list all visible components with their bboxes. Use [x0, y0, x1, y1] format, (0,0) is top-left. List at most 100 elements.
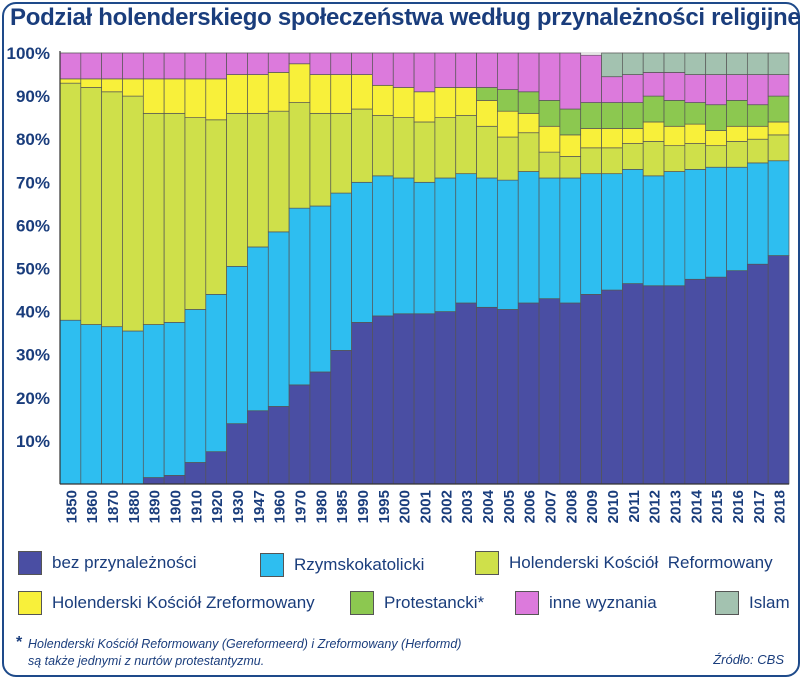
bar-segment — [663, 285, 686, 485]
legend-item-bez-przynaleznosci: bez przynależności — [18, 550, 197, 576]
legend-label: Holenderski Kościół Zreformowany — [52, 593, 315, 612]
legend-item-islam: Islam — [715, 590, 790, 616]
bar-segment — [538, 100, 561, 127]
x-tick-label: 2012 — [647, 490, 664, 523]
bar-segment — [101, 326, 123, 485]
bar-segment — [767, 121, 790, 136]
bar-segment — [642, 141, 665, 177]
bar-segment — [59, 78, 82, 84]
bar-segment — [267, 52, 290, 73]
bar-segment — [538, 177, 561, 300]
legend-item-holenderski-kosciol-zreformowany: Holenderski Kościół Zreformowany — [18, 590, 315, 616]
bar-segment — [705, 130, 727, 147]
bar-segment — [497, 89, 519, 112]
bar-segment — [80, 324, 103, 485]
bar-segment — [622, 128, 644, 144]
bar-segment — [642, 121, 665, 142]
bar-segment — [622, 143, 644, 170]
bar-segment — [267, 406, 290, 485]
bar-segment — [455, 115, 477, 175]
x-tick-label: 2004 — [480, 489, 497, 523]
bar-segment — [684, 74, 707, 103]
bar-segment — [80, 78, 103, 88]
bar-segment — [434, 177, 457, 312]
bar-segment — [205, 451, 227, 485]
bar-segment — [622, 283, 644, 485]
x-tick-label: 1870 — [105, 490, 122, 523]
legend-swatch — [260, 553, 284, 577]
legend-label: Holenderski Kościół Reformowany — [509, 553, 773, 572]
chart-title: Podział holenderskiego społeczeństwa wed… — [10, 4, 800, 31]
bar-segment — [330, 350, 352, 485]
bar-segment — [726, 100, 748, 127]
bar-segment — [726, 141, 748, 168]
bar-segment — [580, 128, 602, 149]
bar-segment — [184, 117, 207, 310]
bar-segment — [247, 410, 269, 485]
bar-segment — [684, 52, 707, 75]
bar-segment — [455, 87, 477, 116]
bar-segment — [59, 319, 82, 485]
x-tick-label: 2015 — [709, 490, 726, 523]
bar-segment — [247, 112, 269, 248]
bar-segment — [122, 95, 144, 332]
bar-segment — [163, 475, 186, 485]
bar-segment — [226, 423, 248, 485]
bar-segment — [392, 87, 415, 119]
bar-segment — [705, 52, 727, 75]
y-tick-label: 90% — [16, 87, 50, 106]
bar-segment — [330, 112, 352, 194]
bar-segment — [517, 52, 540, 93]
x-tick-label: 1850 — [63, 490, 80, 523]
bar-segment — [351, 181, 373, 323]
bar-segment — [476, 87, 498, 101]
x-tick-label: 2001 — [418, 490, 435, 523]
bar-segment — [746, 162, 769, 265]
bar-segment — [476, 306, 498, 485]
bar-segment — [642, 175, 665, 287]
bar-segment — [559, 52, 582, 110]
y-tick-label: 30% — [16, 346, 50, 365]
bar-segment — [663, 52, 686, 73]
bar-segment — [767, 255, 790, 485]
bar-segment — [538, 52, 561, 101]
bar-segment — [142, 324, 165, 478]
bar-segment — [372, 315, 394, 485]
bar-segment — [517, 302, 540, 485]
legend-swatch — [18, 591, 42, 615]
bar-segment — [517, 112, 540, 134]
bar-segment — [351, 52, 373, 75]
bar-segment — [622, 102, 644, 129]
bar-segment — [767, 74, 790, 97]
bar-segment — [101, 52, 123, 80]
bar-segment — [205, 52, 227, 80]
bar-segment — [663, 125, 686, 147]
legend-label: Rzymskokatolicki — [294, 555, 425, 574]
bar-segment — [559, 134, 582, 157]
stacked-bar-chart: 10%20%30%40%50%60%70%80%90%100%1850 1860 1… — [7, 44, 790, 523]
bar-segment — [309, 74, 332, 114]
bar-segment — [559, 108, 582, 136]
bar-segment — [622, 169, 644, 284]
bar-segment — [705, 104, 727, 131]
bar-segment — [455, 173, 477, 304]
bar-segment — [642, 52, 665, 73]
x-tick-label: 2005 — [501, 490, 518, 523]
bar-segment — [142, 52, 165, 80]
bar-segment — [434, 311, 457, 485]
bar-segment — [684, 143, 707, 170]
bar-segment — [705, 166, 727, 278]
bar-segment — [247, 246, 269, 412]
bar-segment — [497, 179, 519, 310]
bar-segment — [434, 87, 457, 119]
x-tick-label: 2010 — [605, 490, 622, 523]
bar-segment — [413, 121, 436, 183]
x-tick-label: 1880 — [126, 490, 143, 523]
y-tick-label: 50% — [16, 260, 50, 279]
bar-segment — [184, 462, 207, 485]
x-tick-label: 2002 — [438, 490, 455, 523]
x-tick-label: 2009 — [584, 490, 601, 523]
bar-segment — [538, 298, 561, 485]
bar-segment — [413, 52, 436, 93]
bar-segment — [601, 52, 623, 78]
